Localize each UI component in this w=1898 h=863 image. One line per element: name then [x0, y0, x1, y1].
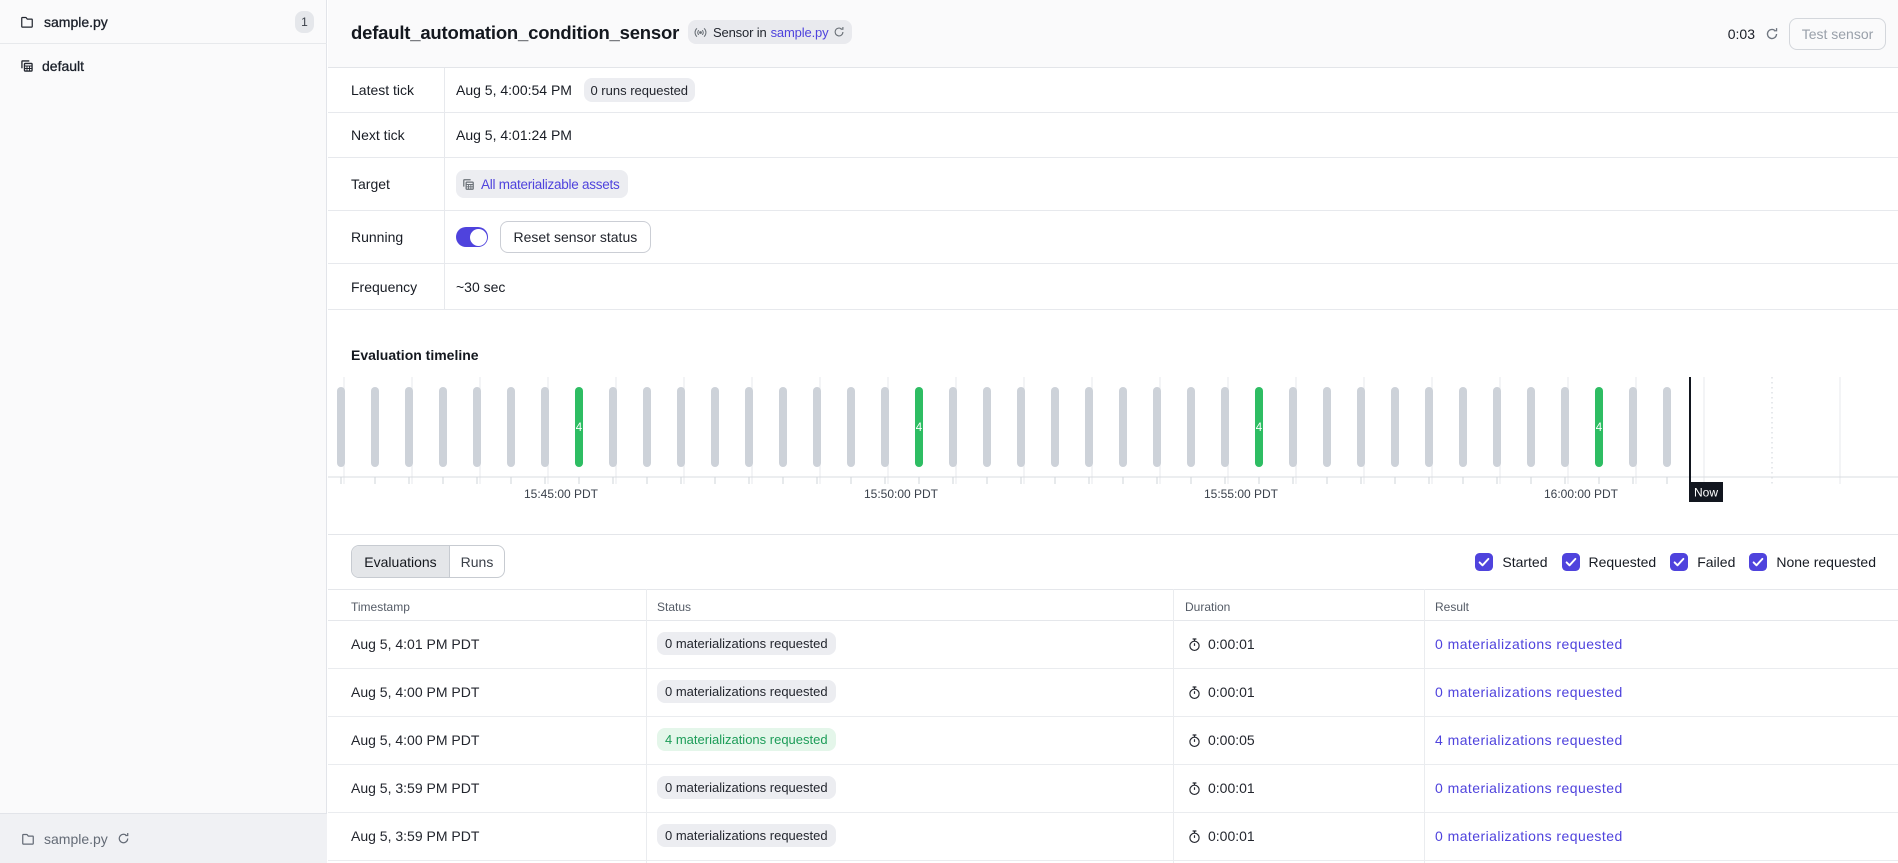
svg-text:15:45:00 PDT: 15:45:00 PDT: [524, 487, 599, 501]
svg-text:4: 4: [1596, 422, 1603, 434]
svg-text:4: 4: [916, 422, 923, 434]
svg-text:15:55:00 PDT: 15:55:00 PDT: [1204, 487, 1279, 501]
svg-text:4: 4: [576, 422, 583, 434]
svg-text:15:50:00 PDT: 15:50:00 PDT: [864, 487, 939, 501]
svg-text:16:00:00 PDT: 16:00:00 PDT: [1544, 487, 1619, 501]
svg-text:Now: Now: [1694, 486, 1718, 500]
svg-text:4: 4: [1256, 422, 1263, 434]
